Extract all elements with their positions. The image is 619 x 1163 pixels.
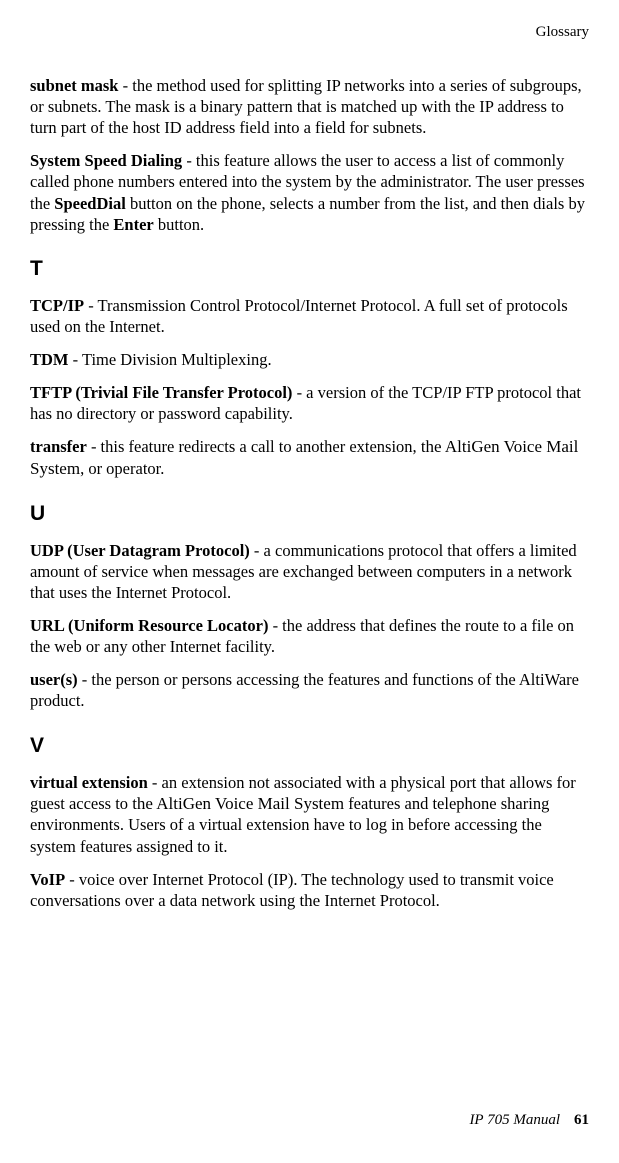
entry-tftp: TFTP (Trivial File Transfer Protocol) - … bbox=[30, 382, 589, 424]
bold-enter: Enter bbox=[113, 215, 153, 234]
term-tftp: TFTP (Trivial File Transfer Protocol) bbox=[30, 383, 292, 402]
term-users: user(s) bbox=[30, 670, 78, 689]
term-virtual-extension: virtual extension bbox=[30, 773, 148, 792]
footer-manual: IP 705 Manual bbox=[469, 1112, 560, 1128]
footer-page-number: 61 bbox=[574, 1112, 589, 1128]
entry-udp: UDP (User Datagram Protocol) - a communi… bbox=[30, 540, 589, 603]
section-letter-t: T bbox=[30, 257, 589, 281]
term-udp: UDP (User Datagram Protocol) bbox=[30, 541, 250, 560]
def-voip-post: Internet Protocol. bbox=[320, 891, 440, 910]
entry-virtual-extension: virtual extension - an extension not ass… bbox=[30, 772, 589, 857]
def-transfer-pre: - this feature redirects a call to anoth… bbox=[87, 437, 421, 456]
entry-tdm: TDM - Time Division Multiplexing. bbox=[30, 349, 589, 370]
entry-system-speed-dialing: System Speed Dialing - this feature allo… bbox=[30, 150, 589, 234]
section-letter-v: V bbox=[30, 734, 589, 758]
entry-voip: VoIP - voice over Internet Protocol (IP)… bbox=[30, 869, 589, 912]
term-voip: VoIP bbox=[30, 870, 65, 889]
term-tcpip: TCP/IP bbox=[30, 296, 84, 315]
term-transfer: transfer bbox=[30, 437, 87, 456]
def-users: - the person or persons accessing the fe… bbox=[30, 670, 579, 710]
running-head: Glossary bbox=[30, 24, 589, 41]
term-url: URL (Uniform Resource Locator) bbox=[30, 616, 268, 635]
footer: IP 705 Manual 61 bbox=[469, 1112, 589, 1129]
term-system-speed-dialing: System Speed Dialing bbox=[30, 151, 182, 170]
def-tcpip: - Transmission Control Protocol/Internet… bbox=[30, 296, 568, 336]
def-voip-large: the bbox=[299, 891, 320, 910]
entry-users: user(s) - the person or persons accessin… bbox=[30, 669, 589, 711]
def-ve-large: the AltiGen Voice Mail System bbox=[132, 794, 344, 813]
section-letter-u: U bbox=[30, 502, 589, 526]
entry-subnet-mask: subnet mask - the method used for splitt… bbox=[30, 75, 589, 138]
entry-url: URL (Uniform Resource Locator) - the add… bbox=[30, 615, 589, 657]
entry-transfer: transfer - this feature redirects a call… bbox=[30, 436, 589, 480]
bold-speeddial: SpeedDial bbox=[54, 194, 126, 213]
term-tdm: TDM bbox=[30, 350, 69, 369]
def-tdm: - Time Division Multiplexing. bbox=[69, 350, 272, 369]
def-transfer-post: , or operator. bbox=[80, 459, 164, 478]
def-voip-pre: - voice over Internet Protocol (IP). The… bbox=[30, 870, 554, 910]
term-subnet-mask: subnet mask bbox=[30, 76, 119, 95]
page: Glossary subnet mask - the method used f… bbox=[0, 0, 619, 1163]
entry-tcpip: TCP/IP - Transmission Control Protocol/I… bbox=[30, 295, 589, 337]
def-ssd-post: button. bbox=[154, 215, 204, 234]
